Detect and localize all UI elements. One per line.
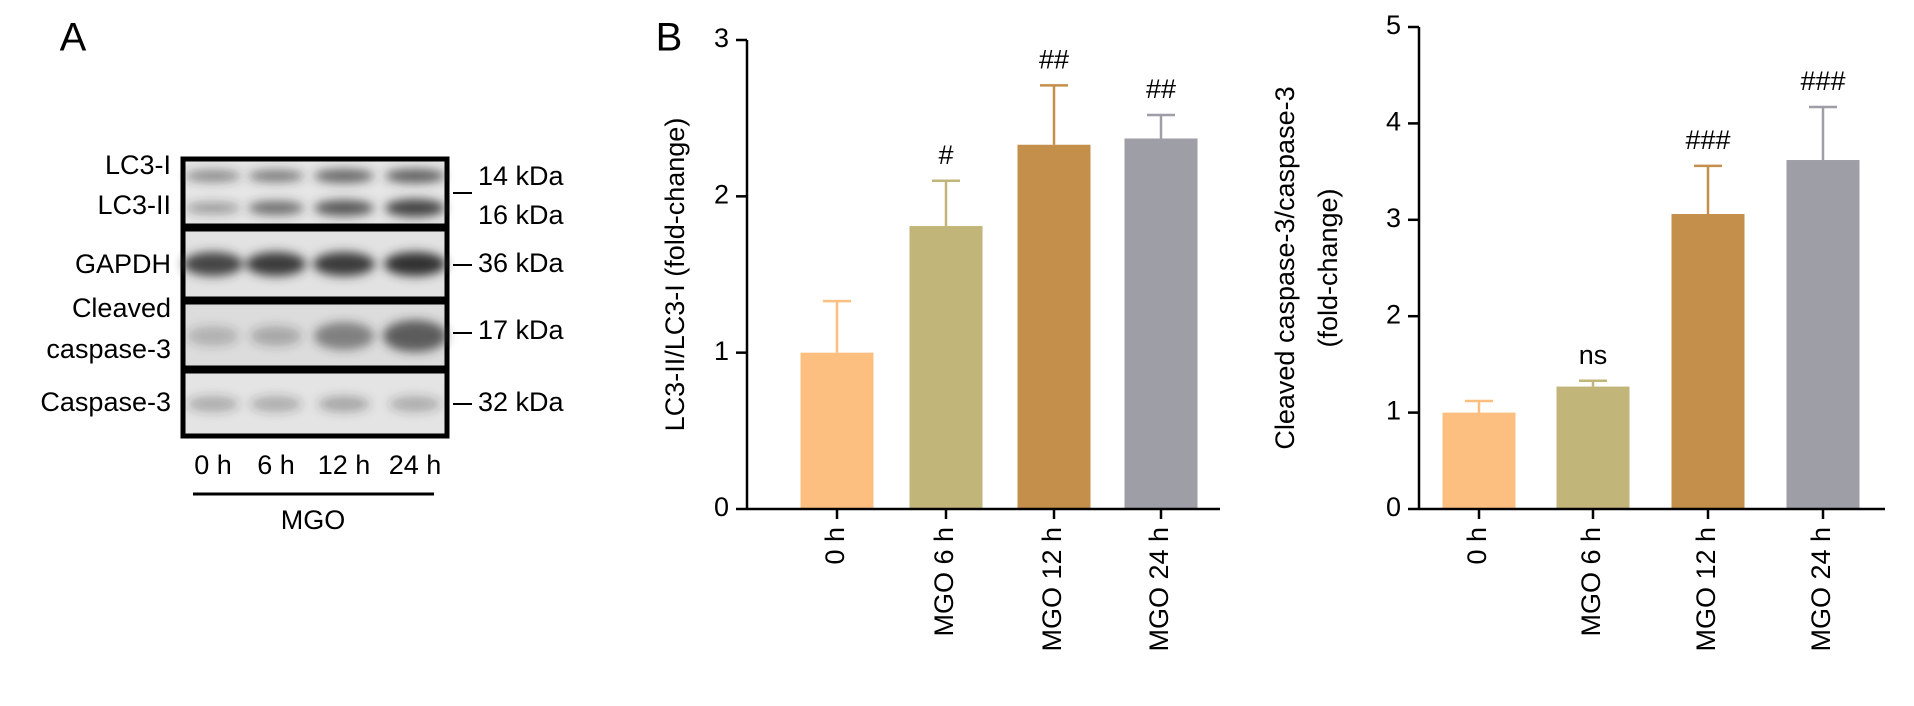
panel-label: B — [656, 16, 683, 60]
size-label: 16 kDa — [478, 200, 565, 230]
y-axis-label: (fold-change) — [1313, 188, 1343, 347]
band-label: Caspase-3 — [40, 387, 171, 417]
size-label: 36 kDa — [478, 248, 565, 278]
lane-label: 24 h — [389, 450, 442, 480]
size-label: 32 kDa — [478, 387, 565, 417]
lane-label: 0 h — [194, 450, 232, 480]
x-tick-label: MGO 12 h — [1037, 527, 1067, 652]
y-tick-label: 2 — [1386, 299, 1401, 329]
y-tick-label: 2 — [714, 179, 729, 209]
bar — [1786, 160, 1860, 510]
panel-label: A — [60, 16, 87, 60]
bar — [1017, 144, 1091, 509]
western-blot — [180, 156, 472, 496]
significance-label: ## — [1039, 44, 1069, 74]
significance-label: ns — [1579, 340, 1608, 370]
x-tick-label: MGO 6 h — [929, 527, 959, 637]
x-tick-label: MGO 24 h — [1806, 527, 1836, 652]
band-label: caspase-3 — [46, 334, 171, 364]
size-label: 17 kDa — [478, 315, 565, 345]
y-tick-label: 3 — [1386, 203, 1401, 233]
y-tick-label: 0 — [1386, 492, 1401, 522]
y-tick-label: 4 — [1386, 107, 1401, 137]
bar — [800, 352, 874, 509]
significance-label: ## — [1146, 74, 1176, 104]
bar — [1556, 386, 1630, 509]
x-tick-label: MGO 12 h — [1691, 527, 1721, 652]
significance-label: # — [938, 140, 953, 170]
x-tick-label: MGO 24 h — [1144, 527, 1174, 652]
bar — [1671, 214, 1745, 510]
x-tick-label: 0 h — [1462, 527, 1492, 565]
band-label: Cleaved — [72, 293, 171, 323]
lane-label: 6 h — [257, 450, 295, 480]
lane-label: 12 h — [318, 450, 371, 480]
y-tick-label: 1 — [1386, 396, 1401, 426]
x-tick-label: 0 h — [820, 527, 850, 565]
y-tick-label: 3 — [714, 23, 729, 53]
size-label: 14 kDa — [478, 161, 565, 191]
y-tick-label: 5 — [1386, 10, 1401, 40]
band-label: GAPDH — [75, 249, 171, 279]
significance-label: ### — [1800, 66, 1845, 96]
significance-label: ### — [1685, 125, 1730, 155]
bar — [1442, 412, 1516, 509]
y-tick-label: 1 — [714, 336, 729, 366]
band-label: LC3-I — [105, 150, 171, 180]
group-label: MGO — [281, 505, 346, 535]
y-axis-label: Cleaved caspase-3/caspase-3 — [1270, 86, 1300, 449]
x-tick-label: MGO 6 h — [1576, 527, 1606, 637]
y-tick-label: 0 — [714, 492, 729, 522]
bar — [909, 226, 983, 509]
blot-labels: LC3-I LC3-II GAPDH Cleaved caspase-3 Cas… — [40, 150, 564, 535]
bar — [1124, 138, 1198, 510]
y-axis-label: LC3-II/LC3-I (fold-change) — [660, 118, 690, 432]
band-label: LC3-II — [97, 190, 171, 220]
